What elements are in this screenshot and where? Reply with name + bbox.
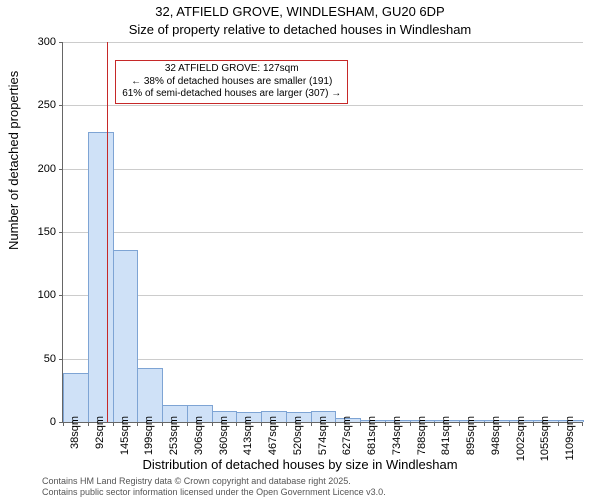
xtick-label: 1109sqm: [564, 416, 576, 462]
histogram-bar: [113, 250, 139, 422]
xtick-mark: [88, 422, 89, 426]
xtick-label: 145sqm: [119, 416, 131, 462]
gridline: [63, 105, 583, 106]
chart-title: 32, ATFIELD GROVE, WINDLESHAM, GU20 6DP: [0, 4, 600, 19]
xtick-mark: [484, 422, 485, 426]
xtick-mark: [459, 422, 460, 426]
footer-line1: Contains HM Land Registry data © Crown c…: [42, 476, 386, 487]
histogram-bar: [88, 132, 114, 422]
annotation-box: 32 ATFIELD GROVE: 127sqm← 38% of detache…: [115, 60, 348, 104]
xtick-mark: [558, 422, 559, 426]
xtick-mark: [162, 422, 163, 426]
xtick-mark: [212, 422, 213, 426]
xtick-mark: [582, 422, 583, 426]
x-axis-label: Distribution of detached houses by size …: [0, 457, 600, 472]
footer-attribution: Contains HM Land Registry data © Crown c…: [42, 476, 386, 498]
histogram-bar: [63, 373, 89, 422]
xtick-mark: [533, 422, 534, 426]
plot-area: 38sqm92sqm145sqm199sqm253sqm306sqm360sqm…: [62, 42, 583, 423]
xtick-label: 841sqm: [440, 416, 452, 462]
gridline: [63, 232, 583, 233]
xtick-label: 199sqm: [143, 416, 155, 462]
xtick-mark: [113, 422, 114, 426]
xtick-label: 38sqm: [69, 416, 81, 462]
xtick-label: 306sqm: [193, 416, 205, 462]
xtick-label: 92sqm: [94, 416, 106, 462]
gridline: [63, 42, 583, 43]
xtick-mark: [410, 422, 411, 426]
gridline: [63, 295, 583, 296]
xtick-mark: [311, 422, 312, 426]
xtick-mark: [187, 422, 188, 426]
y-axis-label: Number of detached properties: [6, 71, 21, 250]
xtick-label: 1002sqm: [515, 416, 527, 462]
footer-line2: Contains public sector information licen…: [42, 487, 386, 498]
xtick-label: 948sqm: [490, 416, 502, 462]
ytick-label: 250: [38, 99, 56, 111]
annotation-line1: 32 ATFIELD GROVE: 127sqm: [122, 63, 341, 76]
xtick-label: 681sqm: [366, 416, 378, 462]
xtick-label: 413sqm: [242, 416, 254, 462]
ytick-mark: [59, 42, 63, 43]
xtick-mark: [63, 422, 64, 426]
xtick-label: 520sqm: [292, 416, 304, 462]
xtick-mark: [335, 422, 336, 426]
xtick-label: 788sqm: [416, 416, 428, 462]
annotation-line3: 61% of semi-detached houses are larger (…: [122, 88, 341, 101]
xtick-mark: [286, 422, 287, 426]
xtick-label: 467sqm: [267, 416, 279, 462]
xtick-mark: [360, 422, 361, 426]
xtick-label: 360sqm: [218, 416, 230, 462]
marker-line: [107, 42, 108, 422]
annotation-line2: ← 38% of detached houses are smaller (19…: [122, 76, 341, 89]
ytick-mark: [59, 359, 63, 360]
histogram-bar: [137, 368, 163, 422]
ytick-label: 100: [38, 289, 56, 301]
ytick-label: 0: [50, 416, 56, 428]
ytick-label: 200: [38, 163, 56, 175]
xtick-label: 627sqm: [341, 416, 353, 462]
ytick-mark: [59, 232, 63, 233]
ytick-label: 150: [38, 226, 56, 238]
xtick-mark: [509, 422, 510, 426]
xtick-mark: [385, 422, 386, 426]
gridline: [63, 169, 583, 170]
xtick-label: 1055sqm: [539, 416, 551, 462]
ytick-label: 50: [44, 353, 56, 365]
chart-subtitle: Size of property relative to detached ho…: [0, 22, 600, 37]
xtick-label: 895sqm: [465, 416, 477, 462]
ytick-mark: [59, 295, 63, 296]
xtick-label: 734sqm: [391, 416, 403, 462]
xtick-label: 253sqm: [168, 416, 180, 462]
xtick-mark: [434, 422, 435, 426]
ytick-label: 300: [38, 36, 56, 48]
xtick-mark: [236, 422, 237, 426]
xtick-mark: [137, 422, 138, 426]
xtick-mark: [261, 422, 262, 426]
gridline: [63, 359, 583, 360]
ytick-mark: [59, 169, 63, 170]
xtick-label: 574sqm: [317, 416, 329, 462]
ytick-mark: [59, 105, 63, 106]
chart-container: 32, ATFIELD GROVE, WINDLESHAM, GU20 6DP …: [0, 0, 600, 500]
